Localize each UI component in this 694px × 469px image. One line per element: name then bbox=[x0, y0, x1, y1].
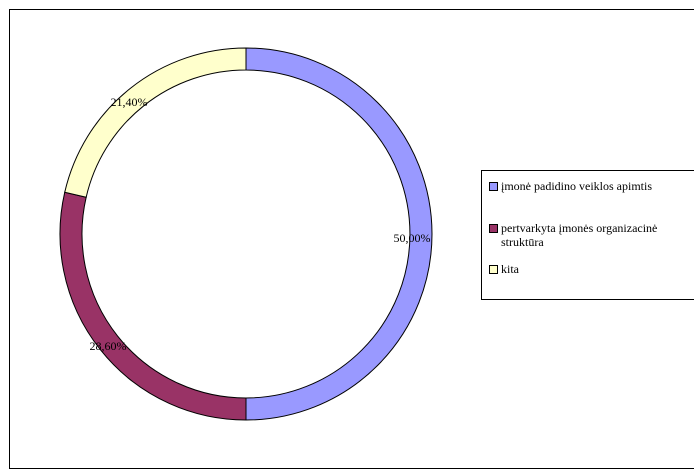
legend-swatch-1 bbox=[489, 224, 498, 233]
legend-item-1: pertvarkyta įmonės organizacinė struktūr… bbox=[489, 221, 657, 249]
legend-swatch-0 bbox=[489, 182, 498, 191]
legend-item-2: kita bbox=[489, 262, 519, 276]
legend-item-0: įmonė padidino veiklos apimtis bbox=[489, 179, 652, 193]
legend-swatch-2 bbox=[489, 265, 498, 274]
doughnut-segment-2 bbox=[64, 47, 247, 198]
legend-label-0-line-0: įmonė padidino veiklos apimtis bbox=[501, 179, 652, 193]
legend-label-2-line-0: kita bbox=[501, 262, 519, 276]
legend-label-1-line-0: pertvarkyta įmonės organizacinė bbox=[501, 221, 658, 235]
doughnut-ring bbox=[59, 47, 433, 421]
data-labels: 50,00% 28,60% 21,40% bbox=[90, 95, 431, 353]
data-label-2: 21,40% bbox=[111, 95, 148, 109]
legend-label-1-line-1: struktūra bbox=[501, 235, 544, 249]
doughnut-chart: 50,00% 28,60% 21,40% bbox=[59, 47, 433, 421]
data-label-0: 50,00% bbox=[394, 231, 431, 245]
doughnut-segment-1 bbox=[59, 191, 247, 421]
legend: įmonė padidino veiklos apimtis pertvarky… bbox=[481, 170, 694, 300]
data-label-1: 28,60% bbox=[90, 339, 127, 353]
